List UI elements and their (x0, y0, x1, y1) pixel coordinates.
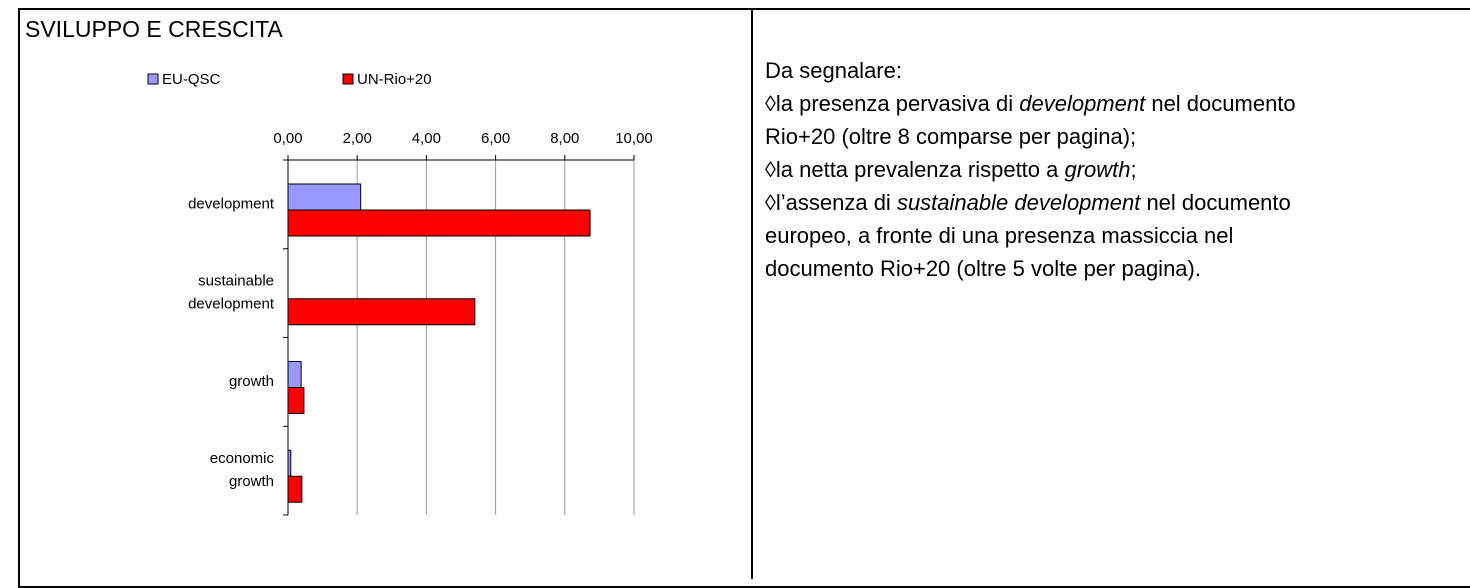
y-tick-label: sustainable development (188, 273, 275, 313)
bar (287, 209, 591, 237)
y-tick-label: economic growth (210, 450, 275, 490)
note-text: Rio+20 (oltre 8 comparse per pagina); (765, 124, 1137, 149)
x-tick-label: 6,00 (481, 130, 510, 147)
legend-swatch (342, 73, 354, 85)
bar (287, 183, 362, 211)
note-text: Da segnalare: (765, 58, 902, 83)
notes: Da segnalare: ◊la presenza pervasiva di d… (765, 54, 1470, 285)
bar (287, 449, 292, 477)
bar (287, 387, 305, 414)
divider (751, 8, 753, 579)
legend-label: UN-Rio+20 (357, 71, 432, 88)
x-tick-label: 8,00 (550, 130, 579, 147)
note-text: ◊la netta prevalenza rispetto a (765, 157, 1065, 182)
bar (287, 475, 303, 503)
y-tick-label: development (188, 195, 275, 212)
note-text: europeo, a fronte di una presenza massic… (765, 223, 1234, 248)
note-text: ◊l’assenza di (765, 190, 897, 215)
note-line: ◊la presenza pervasiva di development ne… (765, 87, 1470, 120)
note-text: nel documento (1145, 91, 1296, 116)
note-line: ◊la netta prevalenza rispetto a growth; (765, 153, 1470, 186)
legend-swatch (147, 73, 159, 85)
note-line: europeo, a fronte di una presenza massic… (765, 219, 1470, 252)
y-tick-label: growth (229, 373, 274, 390)
note-line: documento Rio+20 (oltre 5 volte per pagi… (765, 252, 1470, 285)
chart-title: SVILUPPO E CRESCITA (25, 16, 283, 42)
x-tick-label: 10,00 (615, 130, 653, 147)
note-text: ; (1130, 157, 1137, 182)
note-text: sustainable development (896, 190, 1141, 215)
note-line: Da segnalare: (765, 54, 1470, 87)
x-tick-label: 0,00 (273, 130, 302, 147)
x-tick-label: 4,00 (412, 130, 441, 147)
bar (287, 298, 476, 326)
legend-label: EU-QSC (162, 71, 221, 88)
chart: SVILUPPO E CRESCITA 0,00 2,00 4,00 6,00 8,00… (25, 16, 653, 516)
bar (287, 361, 302, 388)
note-line: ◊l’assenza di sustainable development ne… (765, 186, 1470, 219)
note-text: growth (1064, 157, 1131, 182)
note-text: nel documento (1140, 190, 1291, 215)
note-text: ◊la presenza pervasiva di (765, 91, 1020, 116)
note-text: documento Rio+20 (oltre 5 volte per pagi… (765, 256, 1201, 281)
note-line: Rio+20 (oltre 8 comparse per pagina); (765, 120, 1470, 153)
note-text: development (1019, 91, 1146, 116)
x-tick-label: 2,00 (343, 130, 372, 147)
